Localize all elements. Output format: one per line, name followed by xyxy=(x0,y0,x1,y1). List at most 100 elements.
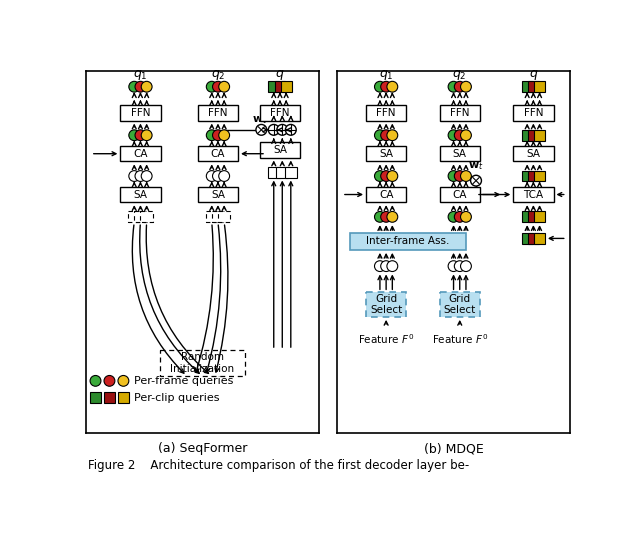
Circle shape xyxy=(381,171,392,181)
Circle shape xyxy=(141,130,152,141)
Circle shape xyxy=(461,211,472,222)
Bar xyxy=(440,105,480,121)
Bar xyxy=(440,146,480,161)
Text: Random
Initialization: Random Initialization xyxy=(170,352,234,374)
Text: Grid
Select: Grid Select xyxy=(370,294,403,315)
Bar xyxy=(366,146,406,161)
Circle shape xyxy=(454,130,465,141)
Text: CA: CA xyxy=(452,190,467,199)
Bar xyxy=(198,187,238,202)
Circle shape xyxy=(470,175,481,186)
Circle shape xyxy=(277,124,288,135)
Text: SA: SA xyxy=(134,190,147,199)
Bar xyxy=(440,187,480,202)
Circle shape xyxy=(448,171,459,181)
Circle shape xyxy=(387,211,397,222)
Bar xyxy=(534,233,545,244)
Circle shape xyxy=(454,211,465,222)
Circle shape xyxy=(454,171,465,181)
Bar xyxy=(128,211,140,222)
Circle shape xyxy=(141,81,152,92)
Circle shape xyxy=(448,211,459,222)
Bar xyxy=(160,350,245,376)
Bar xyxy=(260,142,300,157)
Bar xyxy=(528,211,539,222)
Bar xyxy=(90,393,101,403)
Circle shape xyxy=(374,81,385,92)
Text: $q_2$: $q_2$ xyxy=(211,68,225,82)
Bar xyxy=(513,146,554,161)
Text: $q$: $q$ xyxy=(529,68,538,82)
Bar xyxy=(528,233,539,244)
Bar xyxy=(528,81,539,92)
Text: SA: SA xyxy=(273,145,287,155)
Bar xyxy=(285,167,297,178)
Text: TCA: TCA xyxy=(524,190,543,199)
Bar xyxy=(120,105,161,121)
Text: $q_1$: $q_1$ xyxy=(133,68,148,82)
Text: $q_1$: $q_1$ xyxy=(379,68,394,82)
Circle shape xyxy=(118,375,129,386)
Circle shape xyxy=(129,81,140,92)
Text: (b) MDQE: (b) MDQE xyxy=(424,443,483,456)
Circle shape xyxy=(381,81,392,92)
Circle shape xyxy=(212,171,223,181)
Text: Per-frame queries: Per-frame queries xyxy=(134,376,234,386)
Circle shape xyxy=(374,211,385,222)
Circle shape xyxy=(461,171,472,181)
Circle shape xyxy=(141,171,152,181)
Bar xyxy=(140,211,153,222)
Circle shape xyxy=(90,375,101,386)
Circle shape xyxy=(381,211,392,222)
Bar xyxy=(268,81,279,92)
Bar xyxy=(218,211,230,222)
Text: CA: CA xyxy=(379,190,394,199)
Circle shape xyxy=(206,171,217,181)
Bar xyxy=(120,146,161,161)
Bar xyxy=(198,146,238,161)
Text: FFN: FFN xyxy=(208,108,228,118)
Bar xyxy=(205,211,218,222)
Circle shape xyxy=(448,130,459,141)
Circle shape xyxy=(381,130,392,141)
Bar xyxy=(268,167,280,178)
Circle shape xyxy=(461,81,472,92)
Text: Feature $F^0$: Feature $F^0$ xyxy=(431,332,488,346)
Circle shape xyxy=(387,130,397,141)
Bar xyxy=(260,105,300,121)
Circle shape xyxy=(461,261,472,272)
Bar xyxy=(534,81,545,92)
Text: $q$: $q$ xyxy=(275,68,285,82)
Circle shape xyxy=(212,130,223,141)
Circle shape xyxy=(454,261,465,272)
Bar xyxy=(528,171,539,181)
Circle shape xyxy=(212,81,223,92)
Circle shape xyxy=(219,81,230,92)
Bar xyxy=(534,130,545,141)
Circle shape xyxy=(256,124,267,135)
Circle shape xyxy=(129,130,140,141)
Text: $\mathbf{w}_t$: $\mathbf{w}_t$ xyxy=(252,114,268,126)
Bar xyxy=(522,171,532,181)
Circle shape xyxy=(387,81,397,92)
Circle shape xyxy=(454,81,465,92)
Text: Feature $F^0$: Feature $F^0$ xyxy=(358,332,414,346)
Bar xyxy=(120,187,161,202)
Bar xyxy=(366,292,406,317)
Circle shape xyxy=(206,130,217,141)
Text: SA: SA xyxy=(211,190,225,199)
Bar xyxy=(534,211,545,222)
Text: (a) SeqFormer: (a) SeqFormer xyxy=(158,443,247,456)
Circle shape xyxy=(268,124,279,135)
Circle shape xyxy=(135,81,146,92)
Bar xyxy=(104,393,115,403)
Circle shape xyxy=(219,171,230,181)
Bar xyxy=(522,211,532,222)
Bar xyxy=(118,393,129,403)
Bar xyxy=(212,211,224,222)
Circle shape xyxy=(219,130,230,141)
Bar xyxy=(349,233,466,250)
Circle shape xyxy=(374,261,385,272)
Circle shape xyxy=(448,81,459,92)
Text: CA: CA xyxy=(211,149,225,159)
